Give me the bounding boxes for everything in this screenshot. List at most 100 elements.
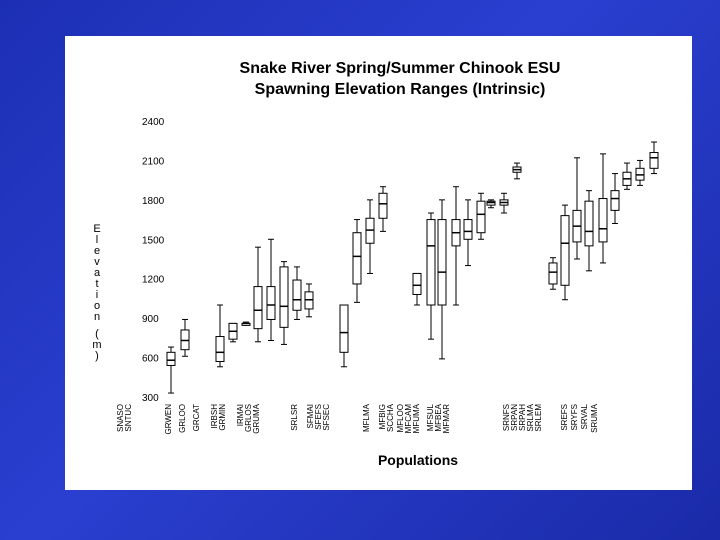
box-iqr	[292, 279, 302, 311]
category-label: SRVAL	[580, 403, 589, 429]
box-mark	[622, 162, 632, 190]
category-label: SFMAI	[306, 404, 315, 428]
box-iqr	[598, 198, 608, 243]
category-label: SRPAN	[510, 404, 519, 431]
category-label: SREFS	[560, 404, 569, 431]
box-iqr	[412, 272, 422, 295]
y-axis-title-char: E	[93, 223, 100, 235]
box-mark	[584, 190, 594, 272]
box-iqr	[166, 351, 176, 366]
box-mark	[486, 199, 496, 209]
y-tick-label: 900	[142, 314, 159, 325]
category-labels: SNASO SNTUC GRWEN GRLOO GRCAT IRBSH GRMIN IRMAI…	[116, 403, 599, 434]
category-label: SRPAH	[518, 404, 527, 431]
y-tick-label: 300	[142, 393, 159, 404]
y-axis-title-char: i	[96, 289, 98, 301]
y-tick-label: 1200	[142, 275, 165, 286]
box-iqr	[610, 190, 620, 211]
chart-title-line-1: Snake River Spring/Summer Chinook ESU	[240, 60, 561, 77]
box-mark	[292, 266, 302, 320]
y-axis-title-char: )	[95, 350, 99, 362]
category-label: IRMAI	[236, 404, 245, 426]
y-axis-title-char: (	[95, 328, 99, 340]
category-label: SRLEM	[534, 404, 543, 432]
box-iqr	[560, 215, 570, 286]
category-label: GRLOS	[244, 404, 253, 432]
y-tick-label: 600	[142, 354, 159, 365]
category-label: SRYFS	[570, 404, 579, 431]
y-tick-label: 2100	[142, 156, 165, 167]
box-mark	[451, 186, 461, 306]
category-label: MFBEA	[434, 403, 443, 431]
box-iqr	[426, 219, 436, 306]
chart-title-line-2: Spawning Elevation Ranges (Intrinsic)	[255, 81, 546, 98]
y-axis-title-char: v	[94, 256, 100, 268]
category-label: SRLMA	[526, 403, 535, 431]
box-mark	[180, 318, 190, 357]
category-label: MFLOO	[396, 404, 405, 432]
box-iqr	[476, 200, 486, 234]
box-series	[166, 141, 659, 394]
x-axis-title: Populations	[378, 452, 458, 468]
category-label: MFUMA	[412, 403, 421, 433]
category-label: IRBSH	[210, 404, 219, 429]
category-label: SRUMA	[590, 403, 599, 433]
box-mark	[241, 321, 251, 326]
category-label: MFCAM	[404, 404, 413, 434]
box-iqr	[378, 192, 388, 219]
box-mark	[560, 204, 570, 301]
box-mark	[572, 157, 582, 260]
category-label: GRLOO	[178, 404, 187, 433]
box-mark	[437, 199, 447, 360]
box-mark	[266, 238, 276, 341]
box-mark	[649, 141, 659, 175]
y-axis-title-char: e	[94, 245, 100, 257]
box-mark	[365, 199, 375, 274]
category-label: SRNFS	[502, 404, 511, 431]
box-mark	[215, 304, 225, 368]
y-axis-title-char: n	[94, 311, 100, 323]
box-mark	[476, 192, 486, 240]
box-mark	[378, 186, 388, 232]
box-iqr	[548, 262, 558, 285]
box-mark	[339, 304, 349, 368]
box-mark	[635, 159, 645, 186]
y-axis-title-char: l	[96, 234, 98, 246]
box-mark	[352, 219, 362, 303]
category-label: GRMIN	[218, 404, 227, 431]
box-mark	[463, 199, 473, 267]
category-label: GRCAT	[192, 404, 201, 432]
category-label: GRUMA	[252, 403, 261, 433]
box-iqr	[266, 286, 276, 320]
box-iqr	[279, 266, 289, 328]
box-mark	[412, 272, 422, 306]
box-mark	[426, 212, 436, 340]
box-iqr	[352, 232, 362, 285]
box-mark	[166, 346, 176, 394]
box-mark	[610, 173, 620, 225]
box-mark	[512, 162, 522, 180]
box-mark	[253, 246, 263, 343]
category-label: MFBIG	[378, 404, 387, 429]
y-axis-title: Elevation (m)	[92, 223, 101, 362]
box-iqr	[215, 336, 225, 363]
box-mark	[228, 322, 238, 343]
y-axis-title-char: m	[92, 339, 101, 351]
box-mark	[499, 192, 509, 214]
category-label: GRWEN	[164, 404, 173, 435]
y-tick-label: 1500	[142, 235, 165, 246]
category-label: SNASO	[116, 404, 125, 432]
box-iqr	[463, 219, 473, 240]
y-axis-title-char: t	[95, 278, 98, 290]
category-label: MFMAR	[442, 404, 451, 434]
box-iqr	[339, 304, 349, 353]
box-mark	[304, 283, 314, 318]
box-iqr	[437, 219, 447, 306]
box-iqr	[584, 200, 594, 247]
box-mark	[279, 261, 289, 345]
box-iqr	[253, 286, 263, 330]
boxplot-chart: Snake River Spring/Summer Chinook ESU Sp…	[92, 60, 659, 468]
category-label: SRLSR	[290, 404, 299, 431]
category-label: MFLMA	[362, 403, 371, 432]
y-axis-title-char: o	[94, 300, 100, 312]
